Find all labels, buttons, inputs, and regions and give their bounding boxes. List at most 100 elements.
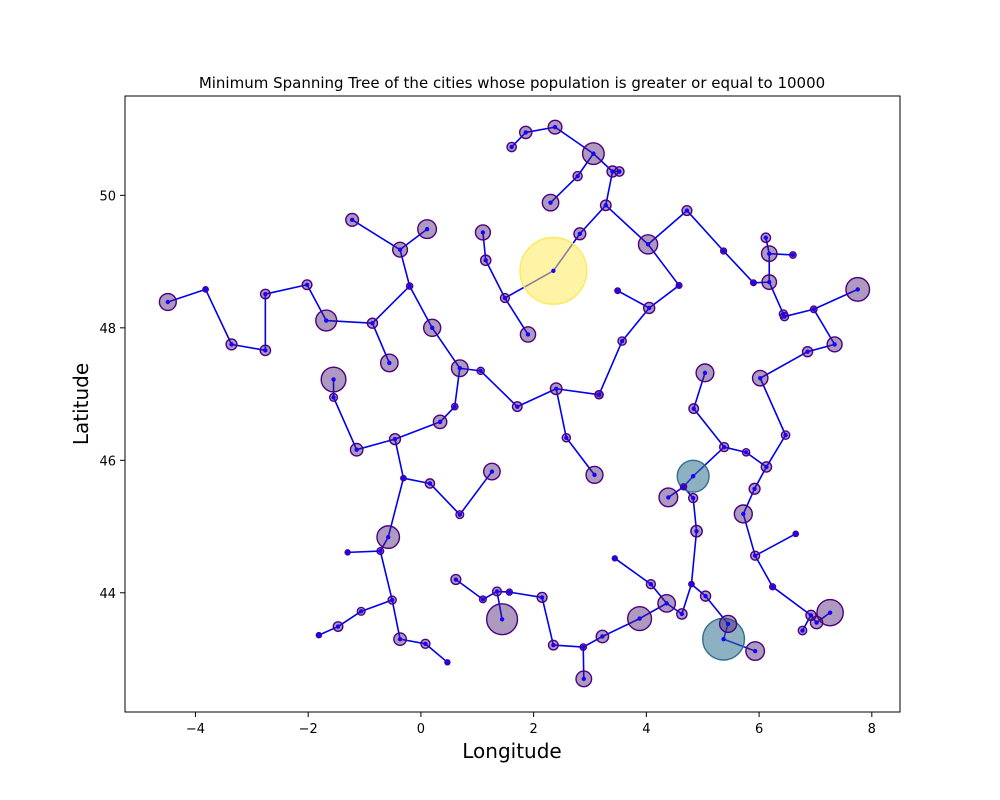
city-node-dot: [648, 581, 654, 587]
city-node-dot: [808, 613, 814, 618]
city-node-dot: [684, 208, 690, 213]
city-node-dot: [502, 295, 508, 301]
city-node-dot: [424, 226, 430, 232]
city-node-dot: [378, 548, 383, 554]
mst-edge: [332, 397, 358, 451]
city-node-dot: [681, 484, 686, 489]
x-tick-label: 2: [529, 722, 537, 737]
city-node-dot: [615, 288, 620, 293]
city-node-dot: [331, 377, 336, 382]
city-node-dot: [690, 495, 696, 501]
city-node-dot: [741, 511, 746, 517]
city-node-dot: [480, 597, 486, 602]
city-node-dot: [397, 636, 403, 642]
city-node-dot: [349, 217, 355, 223]
city-node-dot: [664, 601, 669, 606]
mst-edge: [525, 126, 556, 134]
city-node-dot: [814, 620, 819, 625]
mst-edge: [582, 647, 585, 679]
city-node-dot: [165, 299, 171, 305]
city-node-dot: [551, 642, 556, 648]
city-node-dot: [392, 436, 398, 442]
city-node-dot: [386, 534, 391, 540]
city-node-dot: [453, 577, 459, 582]
city-node-dot: [437, 419, 443, 425]
mst-edge: [768, 281, 785, 315]
mst-edge: [602, 617, 640, 638]
mst-edge: [399, 228, 428, 251]
mst-edge: [801, 614, 812, 631]
x-axis-label: Longitude: [462, 739, 561, 763]
city-node-dot: [575, 173, 580, 179]
mst-edge: [772, 586, 812, 616]
city-node-dot: [551, 268, 556, 274]
x-tick-label: 4: [642, 722, 650, 737]
mst-edge: [759, 350, 808, 379]
mst-edge: [482, 590, 498, 601]
mst-edge: [394, 421, 441, 440]
mst-edge: [265, 283, 308, 295]
y-tick-label: 48: [99, 322, 116, 337]
city-node-dot: [525, 332, 531, 337]
city-node-dot: [515, 404, 520, 409]
city-node-dot: [743, 450, 749, 455]
city-node-dot: [827, 610, 833, 615]
y-axis-ticks: 44 46 48 50: [99, 189, 125, 602]
mst-edge: [399, 249, 411, 287]
mst-edge: [555, 388, 568, 438]
city-node-dot: [407, 283, 412, 289]
mst-edge: [769, 252, 793, 256]
city-node-dot: [370, 320, 375, 326]
mst-edge: [759, 377, 787, 436]
city-node-dot: [721, 248, 726, 254]
city-node-dot: [793, 531, 798, 537]
y-tick-label: 50: [99, 189, 116, 204]
city-node-dot: [389, 597, 395, 603]
mst-edge: [754, 533, 797, 557]
mst-edge: [379, 536, 389, 552]
mst-edge: [485, 259, 506, 299]
city-node-dot: [603, 203, 608, 208]
city-node-dot: [397, 247, 403, 252]
chart-title: Minimum Spanning Tree of the cities whos…: [199, 74, 825, 92]
city-node-dot: [770, 584, 775, 590]
city-node-dot: [423, 641, 428, 646]
city-node-dot: [767, 251, 772, 256]
city-node-dot: [548, 200, 553, 205]
city-markers: [158, 119, 871, 688]
city-node-dot: [783, 432, 788, 438]
mst-edge: [387, 477, 405, 538]
city-node-dot: [401, 475, 406, 481]
city-node-dot: [751, 280, 756, 285]
mst-edge: [647, 209, 688, 245]
city-node-dot: [316, 632, 322, 638]
city-node-dot: [646, 305, 652, 311]
city-node-dot: [800, 628, 805, 633]
city-node-dot: [577, 231, 583, 236]
city-node-dot: [790, 252, 796, 258]
mst-edge: [394, 438, 405, 479]
city-node-dot: [478, 368, 483, 374]
city-node-dot: [610, 169, 615, 174]
mst-edge: [556, 387, 600, 396]
city-node-dot: [263, 348, 268, 353]
city-node-dot: [358, 609, 364, 614]
city-node-dot: [703, 593, 708, 599]
city-node-dot: [764, 464, 769, 470]
city-node-dot: [752, 486, 757, 491]
mst-edge: [722, 250, 755, 284]
city-node-dot: [617, 169, 622, 174]
city-node-dot: [387, 360, 392, 366]
plot-frame: [124, 95, 901, 713]
mst-edge: [554, 126, 594, 155]
mst-edge: [351, 219, 401, 251]
mst-edge: [549, 175, 579, 204]
city-node-dot: [781, 311, 786, 317]
city-node-dot: [507, 589, 512, 595]
city-node-dot: [592, 472, 597, 478]
mst-edge: [754, 555, 774, 588]
city-node-dot: [427, 481, 433, 486]
city-node-dot: [752, 553, 758, 558]
mst-edge: [318, 625, 339, 636]
